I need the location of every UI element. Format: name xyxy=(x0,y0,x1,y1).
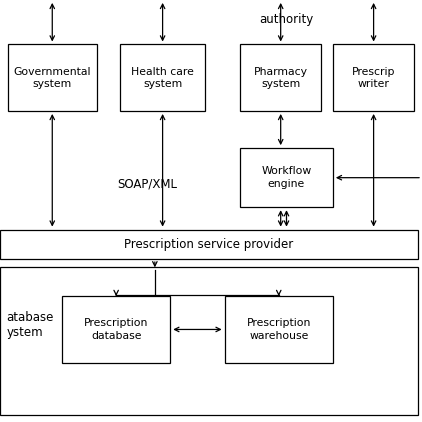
Text: ystem: ystem xyxy=(6,326,43,339)
Bar xyxy=(120,44,205,111)
Bar xyxy=(240,44,321,111)
Text: Workflow
engine: Workflow engine xyxy=(261,167,311,189)
Bar xyxy=(0,230,418,259)
Bar xyxy=(8,44,97,111)
Text: Prescription service provider: Prescription service provider xyxy=(124,238,294,251)
Bar xyxy=(62,296,170,363)
Text: Governmental
system: Governmental system xyxy=(14,67,91,89)
Bar xyxy=(225,296,333,363)
Bar xyxy=(240,148,333,207)
Text: Prescription
database: Prescription database xyxy=(84,318,149,341)
Text: Prescription
warehouse: Prescription warehouse xyxy=(246,318,311,341)
Bar xyxy=(333,44,414,111)
Text: SOAP/XML: SOAP/XML xyxy=(117,178,177,191)
Bar xyxy=(0,267,418,414)
Text: authority: authority xyxy=(260,14,314,26)
Text: Pharmacy
system: Pharmacy system xyxy=(254,67,308,89)
Text: Prescrip
writer: Prescrip writer xyxy=(352,67,395,89)
Text: atabase: atabase xyxy=(6,311,54,324)
Text: Health care
system: Health care system xyxy=(131,67,194,89)
